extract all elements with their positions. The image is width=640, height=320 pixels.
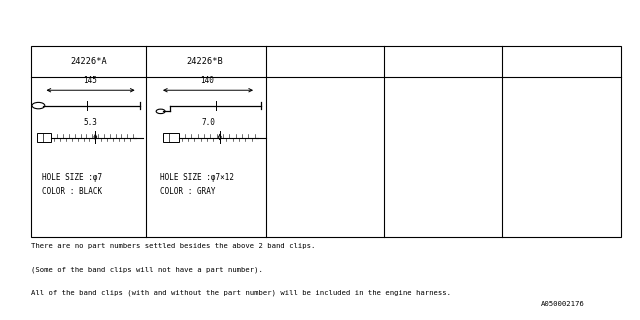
Text: COLOR : BLACK: COLOR : BLACK [42,187,102,196]
Bar [163,133,179,142]
Bar [37,133,51,142]
Text: There are no part numbers settled besides the above 2 band clips.: There are no part numbers settled beside… [31,243,315,249]
Text: A050002176: A050002176 [541,301,584,307]
Bar [31,46,621,237]
Text: 24226*B: 24226*B [186,57,223,66]
Text: COLOR : GRAY: COLOR : GRAY [160,187,216,196]
Text: 7.0: 7.0 [201,118,215,127]
Text: HOLE SIZE :φ7×12: HOLE SIZE :φ7×12 [160,173,234,182]
Text: 5.3: 5.3 [84,118,98,127]
Text: 24226*A: 24226*A [70,57,107,66]
Text: 145: 145 [83,76,97,85]
Text: (Some of the band clips will not have a part number).: (Some of the band clips will not have a … [31,266,262,273]
Text: HOLE SIZE :φ7: HOLE SIZE :φ7 [42,173,102,182]
Text: 140: 140 [200,76,214,85]
Text: All of the band clips (with and without the part number) will be included in the: All of the band clips (with and without … [31,289,451,296]
